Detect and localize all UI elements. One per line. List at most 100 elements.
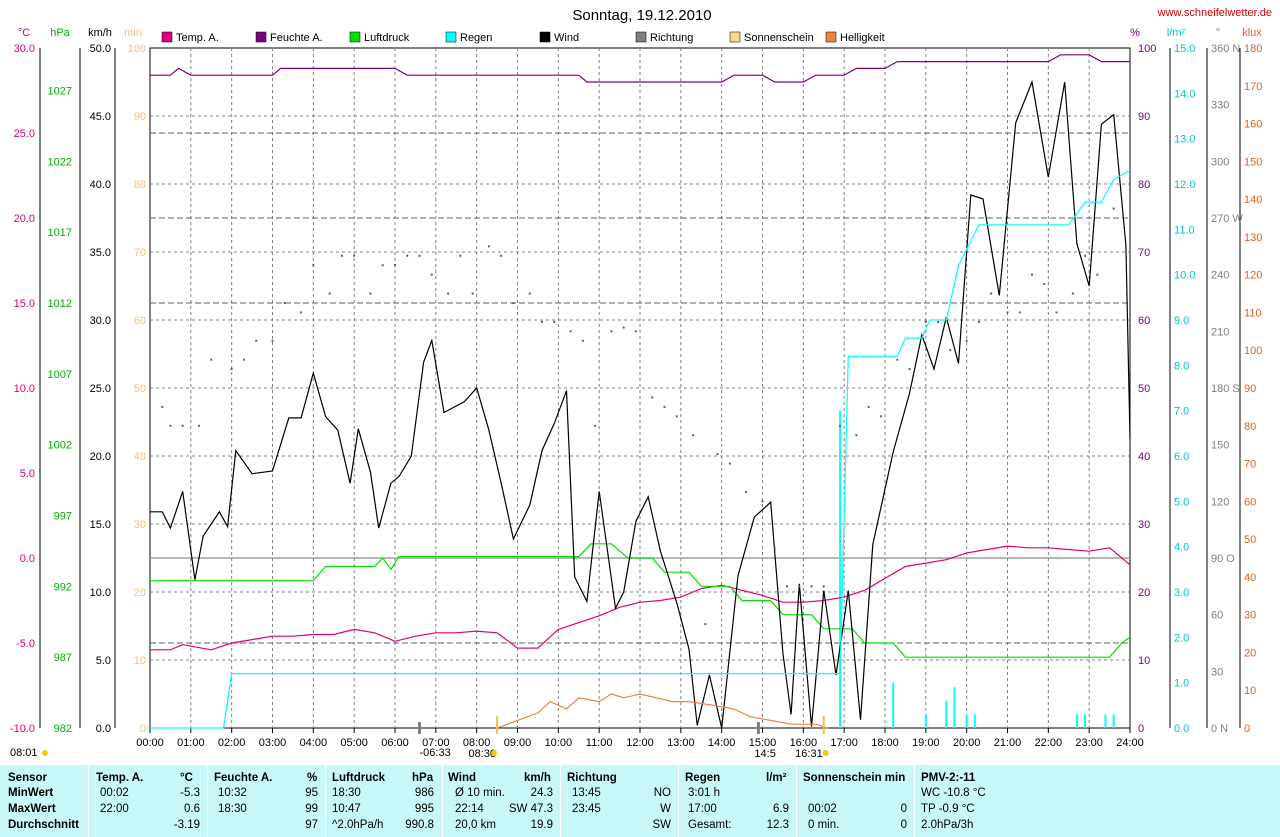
statistics-panel: Sensor Temp. A. °C Feuchte A. % Luftdruc… [0, 765, 1280, 837]
time-tick-label: 02:00 [218, 737, 246, 749]
direction-point [1031, 273, 1033, 276]
stats-rain-v-cell: 6.9 [773, 803, 789, 815]
temp-unit-label: °C [18, 27, 30, 39]
direction-point [745, 490, 748, 493]
sun-tick-label: 40 [134, 451, 146, 463]
sun-tick-label: 30 [134, 519, 146, 531]
time-tick-label: 01:00 [177, 737, 205, 749]
website-label: www.schneifelwetter.de [1157, 7, 1272, 19]
humidity-tick-label: 80 [1138, 179, 1150, 191]
direction-point [675, 415, 678, 418]
direction-point [977, 320, 980, 323]
stats-label-cell: Durchschnitt [8, 819, 79, 831]
legend-swatch [539, 31, 551, 43]
pressure-tick-label: 1007 [48, 369, 72, 381]
time-tick-label: 17:00 [830, 737, 858, 749]
left-axes: 30.0 25.0 20.0 15.0 10.0 5.0 0.0 -5.0 -10.0 1027 1… [10, 43, 146, 735]
legend-swatch [349, 31, 361, 43]
pressure-tick-label: 992 [54, 581, 72, 593]
brightness-tick-label: 90 [1244, 383, 1256, 395]
legend-swatch [255, 31, 267, 43]
direction-point [651, 396, 654, 399]
stats-header-wind-unit: km/h [524, 772, 551, 784]
pressure-tick-label: 987 [54, 652, 72, 664]
direction-point [353, 254, 356, 257]
direction-tick-label: 240 [1211, 270, 1229, 282]
direction-point [340, 254, 343, 257]
brightness-tick-label: 110 [1244, 307, 1262, 319]
sun-end-label: 16:31 [795, 748, 823, 760]
time-tick-label: 14:00 [708, 737, 736, 749]
time-tick-label: 13:00 [667, 737, 695, 749]
stats-temp-v-cell: -5.3 [180, 787, 200, 799]
stats-rain-t-cell: 3:01 h [688, 787, 720, 799]
wind-tick-label: 35.0 [90, 247, 111, 259]
direction-tick-label: 210 [1211, 326, 1229, 338]
direction-tick-label: 270 W [1211, 213, 1243, 225]
wind-tick-label: 0.0 [96, 723, 111, 735]
rain-tick-label: 7.0 [1174, 406, 1189, 418]
direction-point [553, 320, 556, 323]
humidity-tick-label: 90 [1138, 111, 1150, 123]
humidity-tick-label: 70 [1138, 247, 1150, 259]
time-tick-label: 11:00 [586, 737, 613, 749]
pressure-tick-label: 982 [54, 723, 72, 735]
rain-tick-label: 4.0 [1174, 542, 1189, 554]
brightness-tick-label: 100 [1244, 345, 1262, 357]
temp-a-line [150, 545, 1131, 651]
humidity-tick-label: 40 [1138, 451, 1150, 463]
pressure-tick-label: 997 [54, 511, 72, 523]
direction-point [459, 254, 462, 257]
direction-point [169, 424, 172, 427]
direction-tick-label: 330 [1211, 100, 1229, 112]
time-tick-label: 07:00 [422, 737, 450, 749]
time-tick-label: 03:00 [259, 737, 287, 749]
chart-title: Sonntag, 19.12.2010 [572, 7, 711, 24]
stats-press-v-cell: 990.8 [405, 819, 434, 831]
stats-pmv-cell: 2.0hPa/3h [921, 819, 974, 831]
time-tick-label: 06:00 [381, 737, 409, 749]
pressure-tick-label: 1017 [48, 227, 72, 239]
regen-line [150, 169, 1131, 729]
humidity-tick-label: 60 [1138, 315, 1150, 327]
right-axes: 100908070605040302010015.014.013.012.011… [1138, 43, 1262, 735]
direction-point [622, 326, 625, 329]
direction-point [1043, 283, 1046, 286]
direction-point [773, 547, 776, 550]
temp-tick-label: 5.0 [20, 468, 35, 480]
humidity-tick-label: 20 [1138, 587, 1150, 599]
sunset-label: 14:5 [754, 748, 775, 760]
legend: Temp. A. Feuchte A. Luftdruck Regen Wind Rich… [161, 31, 885, 44]
stats-header-rain-unit: l/m² [766, 772, 787, 784]
direction-point [242, 358, 245, 361]
stats-header-sensor: Sensor [8, 772, 47, 784]
legend-label: Sonnenschein [744, 32, 814, 44]
direction-tick-label: 60 [1211, 610, 1223, 622]
direction-point [161, 405, 164, 408]
wind-tick-label: 25.0 [90, 383, 111, 395]
direction-point [1096, 273, 1099, 276]
sun-tick-label: 90 [134, 111, 146, 123]
stats-hum-t-cell: 10:32 [218, 787, 247, 799]
time-tick-label: 00:00 [136, 737, 164, 749]
time-tick-label: 22:00 [1035, 737, 1063, 749]
temp-tick-label: -5.0 [16, 638, 35, 650]
left-time-label: 08:01 [10, 747, 38, 759]
direction-point [283, 302, 286, 304]
legend-swatch [161, 31, 173, 43]
stats-rain-t-cell: 17:00 [688, 803, 717, 815]
stats-temp-t-cell: 00:02 [100, 787, 129, 799]
brightness-tick-label: 10 [1244, 685, 1256, 697]
sun-tick-label: 80 [134, 179, 146, 191]
direction-point [328, 292, 331, 295]
legend-swatch [825, 31, 837, 43]
series-layer [150, 54, 1131, 729]
direction-point [512, 302, 515, 304]
rain-tick-label: 3.0 [1174, 587, 1189, 599]
stats-press-v-cell: 986 [414, 787, 434, 799]
direction-tick-label: 150 [1211, 440, 1229, 452]
direction-point [300, 311, 303, 314]
brightness-tick-label: 0 [1244, 723, 1250, 735]
wind-tick-label: 10.0 [90, 587, 111, 599]
direction-point [418, 254, 421, 257]
